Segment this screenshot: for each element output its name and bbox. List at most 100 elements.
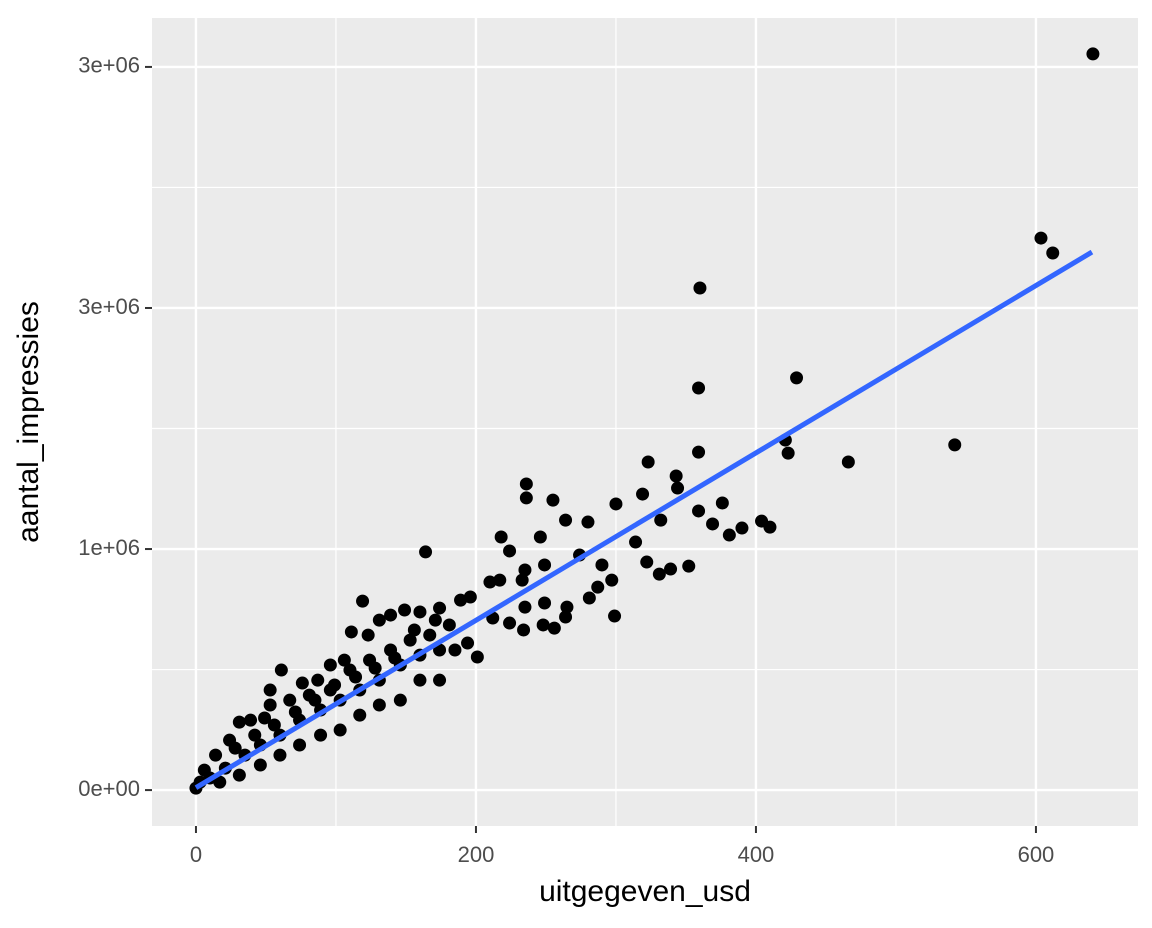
point <box>470 650 484 664</box>
point <box>273 748 287 762</box>
point <box>267 718 281 732</box>
point <box>258 711 272 725</box>
point <box>356 594 370 608</box>
point <box>692 381 706 395</box>
point <box>636 487 650 501</box>
point <box>581 515 595 529</box>
point <box>419 545 433 559</box>
point <box>493 573 507 587</box>
point <box>228 741 242 755</box>
point <box>403 633 417 647</box>
point <box>654 513 668 527</box>
point <box>384 608 398 622</box>
point <box>353 708 367 722</box>
point <box>560 600 574 614</box>
point <box>398 603 412 617</box>
point <box>591 580 605 594</box>
point <box>368 661 382 675</box>
point <box>692 445 706 459</box>
y-tick-label: 1e+06 <box>78 535 140 560</box>
point <box>538 596 552 610</box>
point <box>841 455 855 469</box>
point <box>546 493 560 507</box>
point <box>781 446 795 460</box>
x-tick-label: 200 <box>458 842 495 867</box>
point <box>559 513 573 527</box>
point <box>518 600 532 614</box>
point <box>349 670 363 684</box>
y-tick-label: 0e+00 <box>78 776 140 801</box>
point <box>393 693 407 707</box>
point <box>652 567 666 581</box>
point <box>503 616 517 630</box>
plot-background <box>152 18 1138 826</box>
point <box>372 613 386 627</box>
point <box>692 504 706 518</box>
point <box>515 573 529 587</box>
point <box>595 558 609 572</box>
point <box>518 563 532 577</box>
y-tick-label: 3e+06 <box>78 294 140 319</box>
point <box>344 625 358 639</box>
fit-line <box>194 249 1094 790</box>
point <box>494 530 508 544</box>
point <box>372 698 386 712</box>
point <box>244 713 258 727</box>
point <box>361 628 375 642</box>
point <box>463 590 477 604</box>
point <box>232 715 246 729</box>
point <box>253 758 267 772</box>
point <box>263 683 277 697</box>
point <box>763 520 777 534</box>
point <box>308 693 322 707</box>
point <box>448 643 462 657</box>
point <box>669 469 683 483</box>
point <box>664 562 678 576</box>
point <box>337 653 351 667</box>
point <box>263 698 277 712</box>
point <box>517 623 531 637</box>
point <box>209 748 223 762</box>
point <box>706 517 720 531</box>
point <box>1034 231 1048 245</box>
point <box>288 705 302 719</box>
point <box>641 455 655 469</box>
point <box>682 559 696 573</box>
point <box>314 728 328 742</box>
point <box>693 281 707 295</box>
point <box>433 673 447 687</box>
point <box>948 438 962 452</box>
point <box>442 618 456 632</box>
x-tick-label: 400 <box>738 842 775 867</box>
point <box>671 481 685 495</box>
point <box>609 497 623 511</box>
point <box>283 693 297 707</box>
point <box>582 591 596 605</box>
x-tick-label: 600 <box>1018 842 1055 867</box>
point <box>423 628 437 642</box>
point <box>461 636 475 650</box>
x-axis-title: uitgegeven_usd <box>539 875 751 908</box>
point <box>1086 47 1100 61</box>
point <box>519 477 533 491</box>
point <box>790 371 804 385</box>
point <box>629 535 643 549</box>
point <box>533 530 547 544</box>
point <box>248 728 262 742</box>
point <box>213 775 227 789</box>
point <box>454 593 468 607</box>
point <box>735 521 749 535</box>
point <box>293 738 307 752</box>
point <box>388 651 402 665</box>
point <box>413 673 427 687</box>
point <box>608 609 622 623</box>
point <box>640 555 654 569</box>
point <box>559 610 573 624</box>
x-tick-label: 0 <box>190 842 202 867</box>
point <box>536 618 550 632</box>
point <box>328 678 342 692</box>
point <box>323 658 337 672</box>
point <box>274 663 288 677</box>
point <box>295 676 309 690</box>
